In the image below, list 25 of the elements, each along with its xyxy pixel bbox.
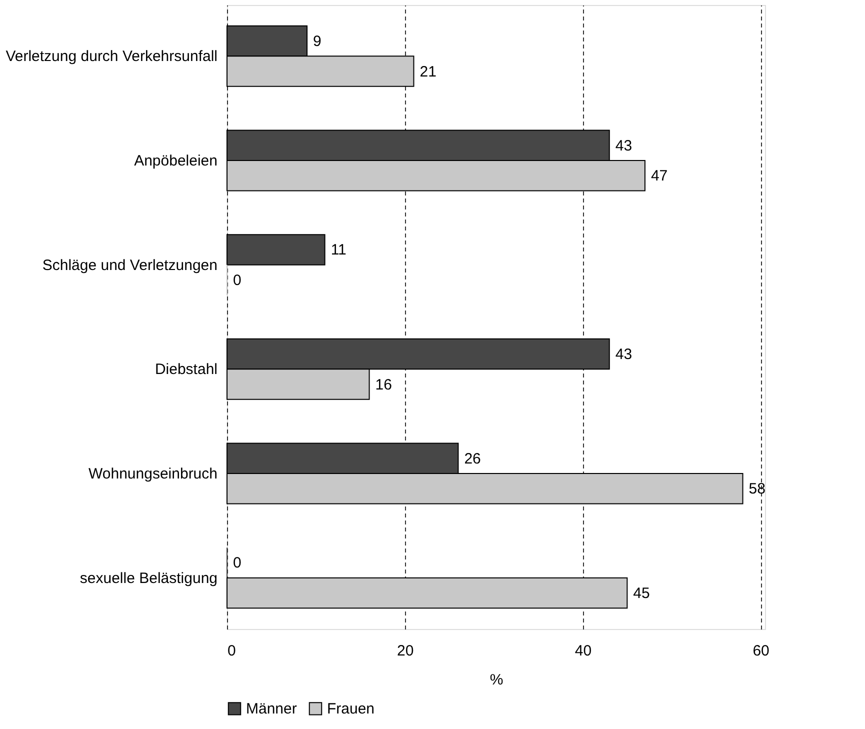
data-label: 26 (464, 450, 481, 468)
data-label: 11 (330, 242, 346, 259)
x-tick-label: 40 (574, 642, 592, 660)
data-label: 47 (650, 168, 668, 185)
y-tick-label: Verletzung durch Verkehrsunfall (6, 48, 218, 66)
data-label: 45 (633, 585, 650, 602)
y-tick-label: sexuelle Belästigung (80, 570, 218, 587)
data-label: 0 (233, 554, 242, 572)
y-tick-label: Diebstahl (154, 361, 218, 378)
legend-label: Frauen (327, 700, 375, 718)
y-tick-label: Wohnungseinbruch (88, 466, 218, 483)
data-label: 21 (420, 63, 436, 80)
data-label: 16 (375, 376, 392, 394)
x-axis-title: % (490, 672, 504, 688)
x-tick-label: 60 (752, 642, 770, 660)
data-label: 43 (615, 137, 632, 154)
data-label: 9 (313, 33, 322, 50)
y-tick-label: Schläge und Verletzungen (42, 256, 218, 274)
x-tick-label: 20 (397, 642, 414, 660)
legend-label: Männer (246, 700, 297, 718)
data-label: 43 (615, 346, 632, 364)
data-label: 58 (748, 480, 766, 498)
x-tick-label: 0 (228, 642, 236, 660)
y-tick-label: Anpöbeleien (134, 152, 218, 170)
data-label: 0 (233, 272, 242, 289)
